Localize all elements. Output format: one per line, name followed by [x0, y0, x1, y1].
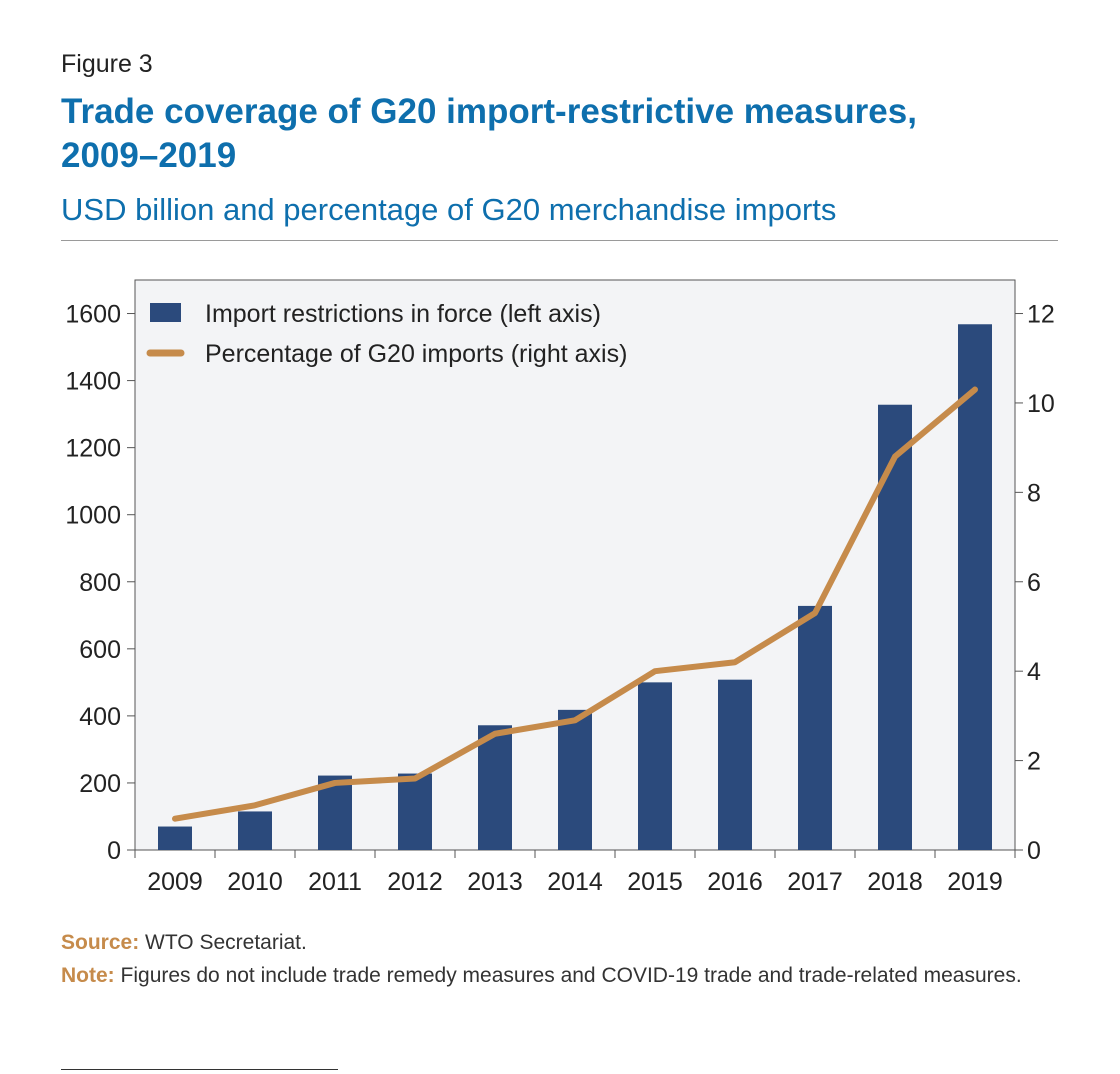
source-line: Source: WTO Secretariat.	[61, 926, 1058, 959]
bar-2013	[478, 725, 512, 850]
axes: 0 200 400 600 800 1000 1200 1400 1600 0 2 4 6 8 10 12 20…	[65, 301, 1054, 896]
x-tick-label: 2010	[227, 868, 283, 896]
note-line: Note: Figures do not include trade remed…	[61, 959, 1058, 992]
percentage-line	[172, 386, 978, 822]
x-tick-label: 2014	[547, 868, 603, 896]
x-tick-label: 2016	[707, 868, 763, 896]
legend: Import restrictions in force (left axis)…	[146, 300, 627, 368]
right-tick-label: 4	[1027, 658, 1041, 686]
source-text: WTO Secretariat.	[145, 931, 307, 954]
bar-2018	[878, 404, 912, 850]
left-tick-label: 1200	[65, 435, 121, 463]
x-tick-label: 2011	[308, 868, 362, 896]
bar-2009	[158, 826, 192, 850]
left-tick-label: 800	[79, 569, 121, 597]
bar-2017	[798, 605, 832, 850]
bar-2014	[558, 709, 592, 850]
legend-line-label: Percentage of G20 imports (right axis)	[205, 340, 627, 368]
right-tick-label: 6	[1027, 569, 1041, 597]
x-tick-label: 2009	[147, 868, 203, 896]
chart: 0 200 400 600 800 1000 1200 1400 1600 0 2 4 6 8 10 12 20…	[65, 279, 1055, 896]
source-label: Source:	[61, 931, 140, 954]
footnote-rule	[61, 1069, 338, 1070]
bar-2015	[638, 682, 672, 850]
bar-2010	[238, 811, 272, 850]
x-tick-label: 2012	[387, 868, 443, 896]
right-tick-label: 8	[1027, 479, 1041, 507]
left-tick-label: 1400	[65, 368, 121, 396]
left-tick-label: 1000	[65, 502, 121, 530]
chart-subtitle: USD billion and percentage of G20 mercha…	[61, 192, 837, 227]
x-tick-label: 2019	[947, 868, 1003, 896]
right-tick-label: 2	[1027, 748, 1041, 776]
left-tick-label: 0	[107, 837, 121, 865]
bar-2016	[718, 679, 752, 850]
left-tick-label: 600	[79, 636, 121, 664]
chart-title: Trade coverage of G20 import-restrictive…	[61, 92, 917, 175]
right-tick-label: 0	[1027, 837, 1041, 865]
x-tick-label: 2018	[867, 868, 923, 896]
left-tick-label: 400	[79, 703, 121, 731]
left-tick-label: 1600	[65, 301, 121, 329]
title-divider	[61, 240, 1058, 241]
notes: Source: WTO Secretariat. Note: Figures d…	[61, 926, 1058, 992]
x-tick-label: 2013	[467, 868, 523, 896]
x-tick-label: 2017	[787, 868, 843, 896]
right-tick-label: 10	[1027, 390, 1055, 418]
legend-bar-swatch	[150, 303, 181, 322]
x-tick-label: 2015	[627, 868, 683, 896]
right-tick-label: 12	[1027, 301, 1055, 329]
bar-2019	[958, 324, 992, 851]
bar-2012	[398, 773, 432, 850]
note-label: Note:	[61, 964, 115, 987]
legend-bar-label: Import restrictions in force (left axis)	[205, 300, 601, 328]
note-text: Figures do not include trade remedy meas…	[120, 964, 1022, 987]
left-tick-label: 200	[79, 770, 121, 798]
figure-label: Figure 3	[61, 50, 153, 78]
